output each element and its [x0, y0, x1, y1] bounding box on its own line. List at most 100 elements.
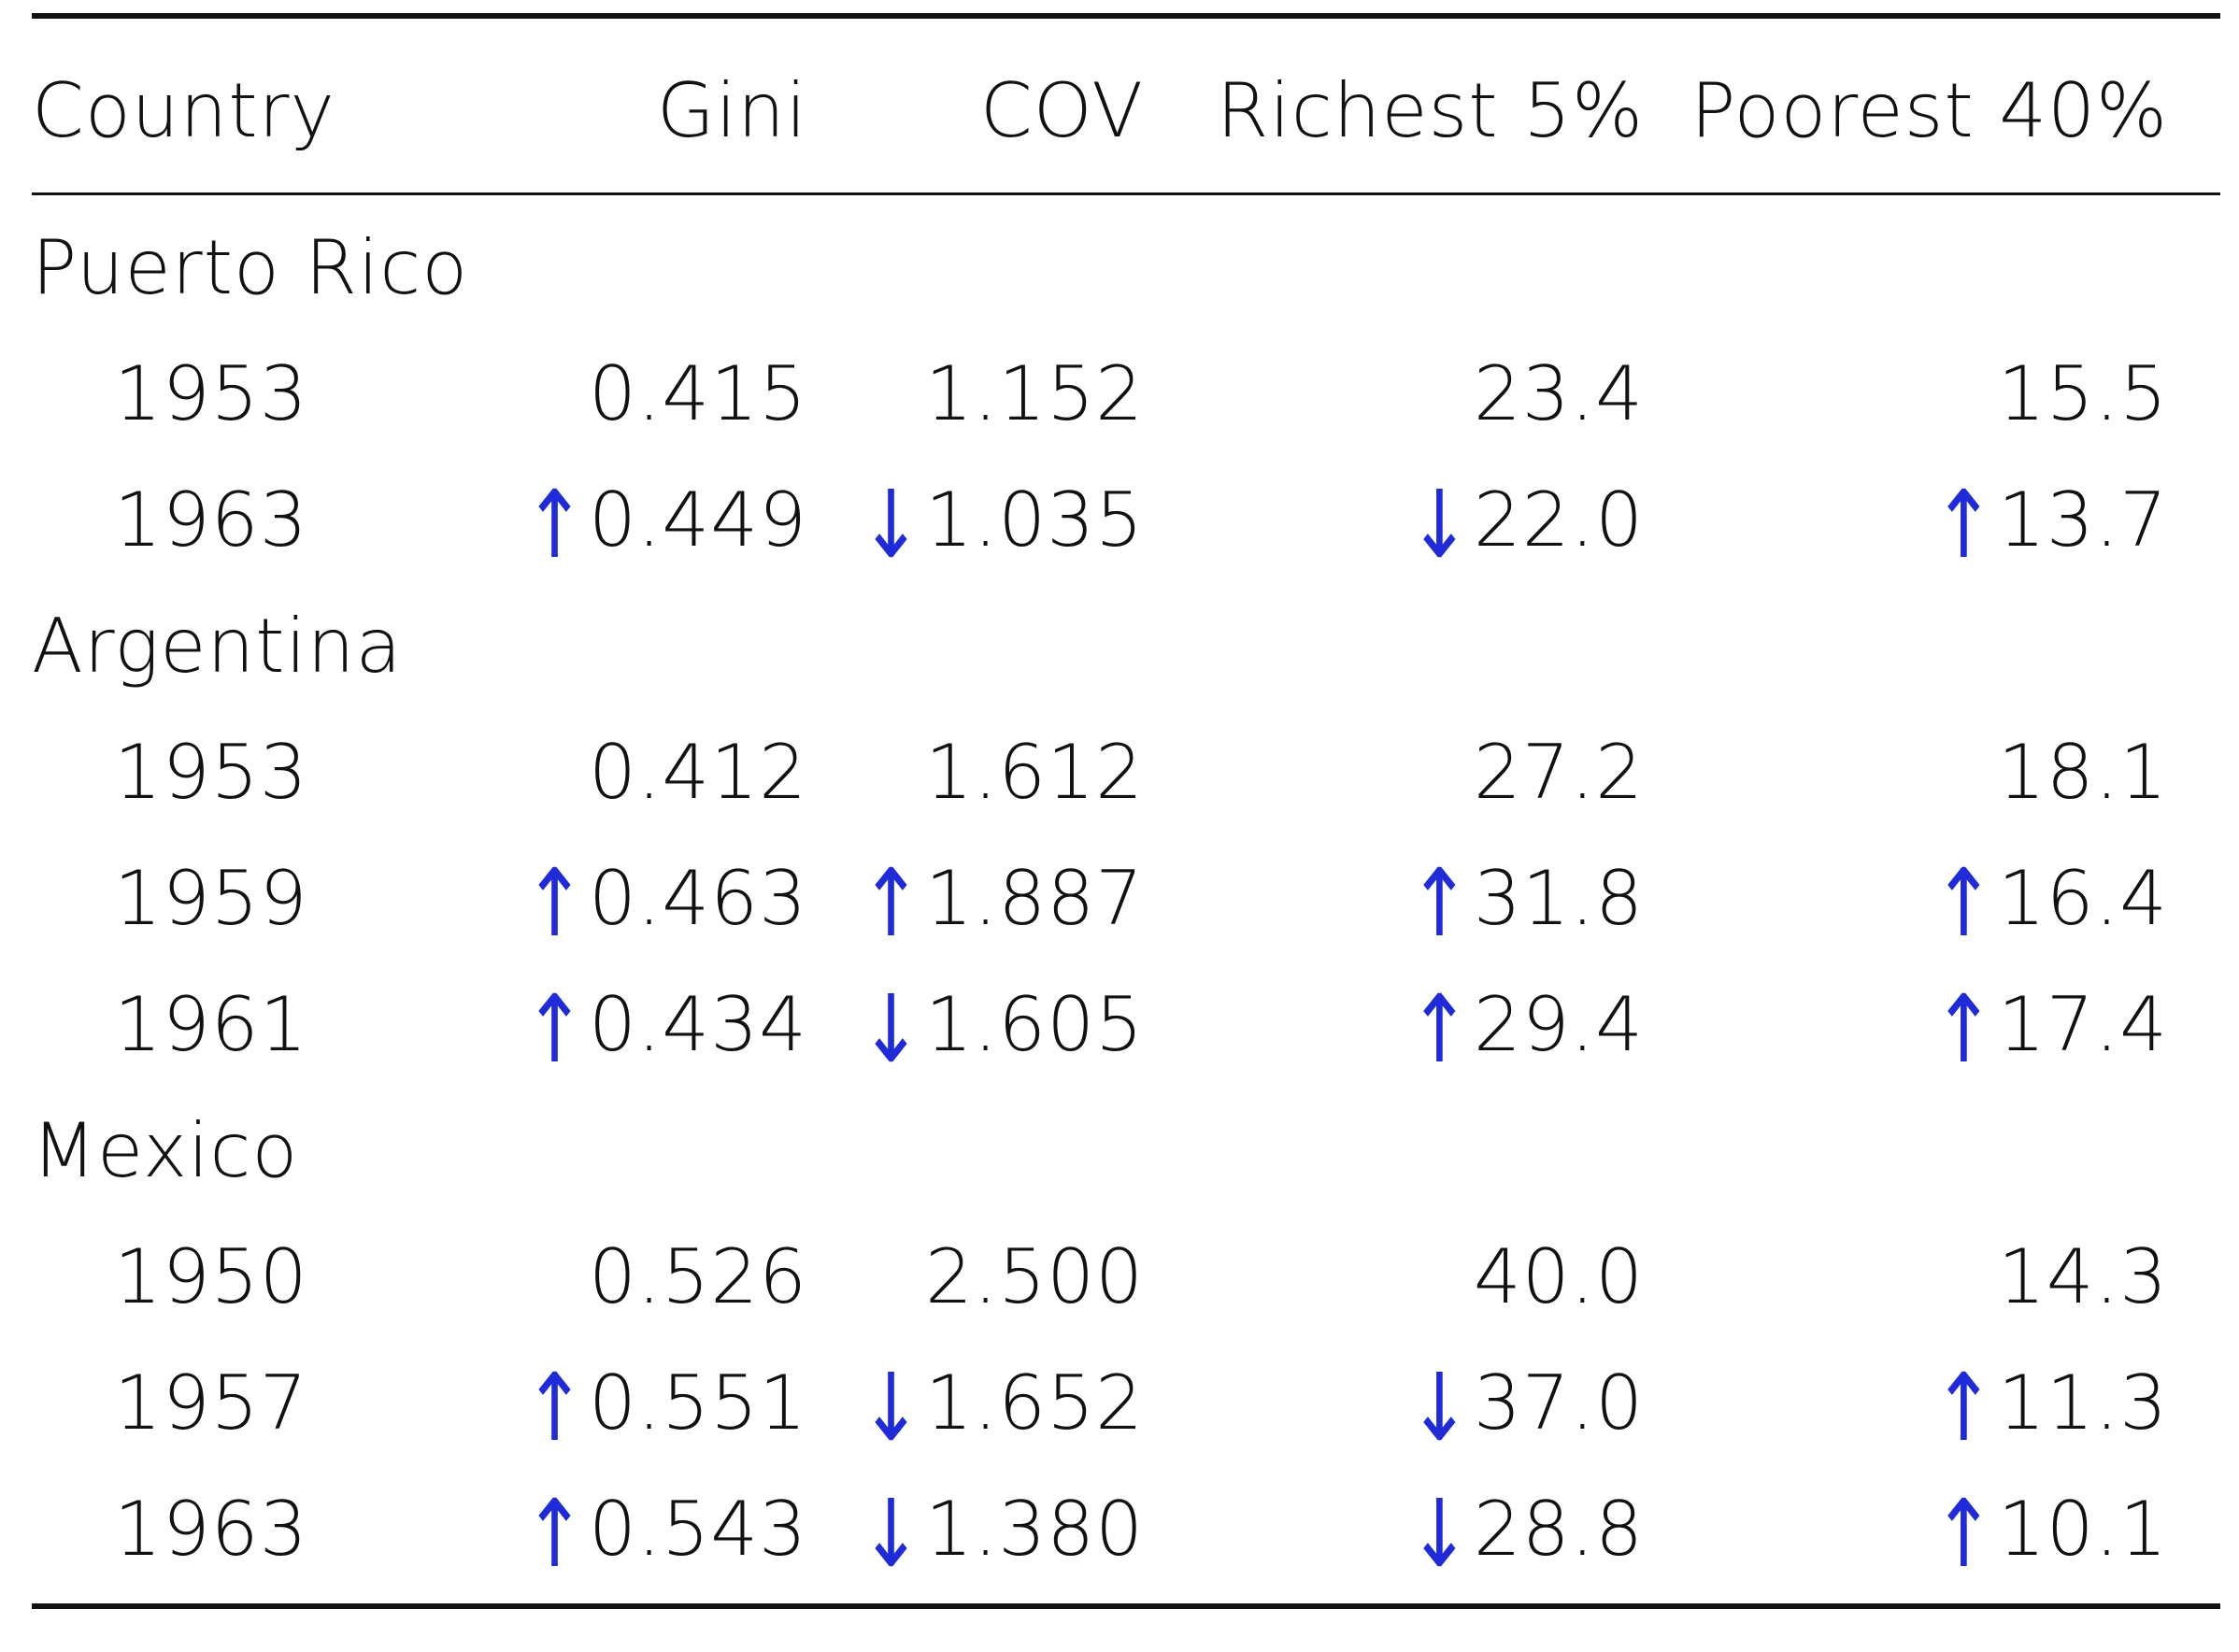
change-arrow-icon: ↑: [522, 1353, 587, 1462]
table-row: 1963 ↑0.449 ↓1.035 ↓22.0 ↑13.7: [32, 457, 2220, 583]
gini-cell: ↑0.551: [499, 1340, 807, 1466]
year-cell: 1959: [114, 855, 308, 942]
header-country: Country: [32, 66, 335, 154]
change-arrow-icon: ↓: [1407, 1479, 1472, 1588]
cell-value: 10.1: [1997, 1486, 2169, 1573]
year-cell: 1950: [114, 1233, 308, 1320]
cell-value: 1.605: [924, 981, 1144, 1068]
poorest-40-cell: 15.5: [1644, 331, 2220, 457]
table-row: 1953 0.415 1.152 23.4 15.5: [32, 331, 2220, 457]
change-arrow-icon: ↑: [522, 470, 587, 579]
poorest-40-cell: ↑11.3: [1644, 1340, 2220, 1466]
cell-value: 0.412: [588, 729, 807, 816]
cell-value: 1.652: [924, 1360, 1144, 1446]
cell-value: 1.887: [924, 855, 1144, 942]
cell-value: 0.415: [588, 350, 807, 437]
gini-cell: ↑0.449: [499, 457, 807, 583]
richest-5-cell: 40.0: [1144, 1214, 1644, 1340]
richest-5-cell: 23.4: [1144, 331, 1644, 457]
cell-value: 1.612: [924, 729, 1144, 816]
gini-cell: ↑0.543: [499, 1466, 807, 1592]
gini-cell: 0.526: [499, 1214, 807, 1340]
cell-value: 14.3: [1997, 1233, 2169, 1320]
change-arrow-icon: ↓: [859, 1353, 923, 1462]
change-arrow-icon: ↓: [1407, 470, 1472, 579]
table-row: 1957 ↑0.551 ↓1.652 ↓37.0 ↑11.3: [32, 1340, 2220, 1466]
gini-cell: 0.415: [499, 331, 807, 457]
cell-value: 15.5: [1997, 350, 2169, 437]
poorest-40-cell: ↑13.7: [1644, 457, 2220, 583]
bottom-rule: [32, 1603, 2220, 1609]
cell-value: 40.0: [1473, 1233, 1644, 1320]
year-cell: 1963: [114, 477, 308, 563]
table-row: 1950 0.526 2.500 40.0 14.3: [32, 1214, 2220, 1340]
cov-cell: ↓1.605: [807, 961, 1144, 1088]
poorest-40-cell: ↑16.4: [1644, 835, 2220, 961]
country-label: Mexico: [32, 1107, 299, 1194]
richest-5-cell: ↓28.8: [1144, 1466, 1644, 1592]
cell-value: 1.380: [924, 1486, 1144, 1573]
table-row: 1959 ↑0.463 ↑1.887 ↑31.8 ↑16.4: [32, 835, 2220, 961]
gini-cell: ↑0.463: [499, 835, 807, 961]
data-table-body: Puerto Rico 1953 0.415 1.152 23.4 15.5 1963 ↑0.…: [32, 205, 2220, 1592]
cov-cell: ↓1.380: [807, 1466, 1144, 1592]
poorest-40-cell: 14.3: [1644, 1214, 2220, 1340]
cell-value: 0.463: [588, 855, 807, 942]
richest-5-cell: ↓37.0: [1144, 1340, 1644, 1466]
country-label: Puerto Rico: [32, 224, 469, 311]
cov-cell: 1.612: [807, 709, 1144, 835]
cell-value: 0.543: [588, 1486, 807, 1573]
cell-value: 1.035: [924, 477, 1144, 563]
cell-value: 23.4: [1473, 350, 1644, 437]
year-cell: 1953: [114, 350, 308, 437]
gini-cell: ↑0.434: [499, 961, 807, 1088]
change-arrow-icon: ↑: [1932, 975, 1996, 1084]
cell-value: 13.7: [1997, 477, 2169, 563]
change-arrow-icon: ↑: [522, 848, 587, 958]
cell-value: 0.449: [588, 477, 807, 563]
table-row: 1963 ↑0.543 ↓1.380 ↓28.8 ↑10.1: [32, 1466, 2220, 1592]
group-row: Mexico: [32, 1088, 2220, 1214]
group-row: Argentina: [32, 583, 2220, 709]
header-gini: Gini: [656, 66, 807, 154]
richest-5-cell: 27.2: [1144, 709, 1644, 835]
poorest-40-cell: 18.1: [1644, 709, 2220, 835]
cell-value: 29.4: [1473, 981, 1644, 1068]
richest-5-cell: ↑31.8: [1144, 835, 1644, 961]
cell-value: 17.4: [1997, 981, 2169, 1068]
cov-cell: ↓1.035: [807, 457, 1144, 583]
cov-cell: ↓1.652: [807, 1340, 1144, 1466]
table-row: 1953 0.412 1.612 27.2 18.1: [32, 709, 2220, 835]
header-rule: [32, 192, 2220, 195]
cell-value: 0.526: [588, 1233, 807, 1320]
cell-value: 31.8: [1473, 855, 1644, 942]
cell-value: 18.1: [1997, 729, 2169, 816]
cell-value: 16.4: [1997, 855, 2169, 942]
change-arrow-icon: ↓: [859, 975, 923, 1084]
cov-cell: 2.500: [807, 1214, 1144, 1340]
header-richest-5: Richest 5%: [1216, 66, 1644, 154]
richest-5-cell: ↑29.4: [1144, 961, 1644, 1088]
change-arrow-icon: ↓: [859, 1479, 923, 1588]
year-cell: 1953: [114, 729, 308, 816]
change-arrow-icon: ↑: [522, 975, 587, 1084]
change-arrow-icon: ↑: [1932, 470, 1996, 579]
cell-value: 2.500: [924, 1233, 1144, 1320]
gini-cell: 0.412: [499, 709, 807, 835]
cell-value: 11.3: [1997, 1360, 2169, 1446]
country-label: Argentina: [32, 603, 403, 690]
table-row: 1961 ↑0.434 ↓1.605 ↑29.4 ↑17.4: [32, 961, 2220, 1088]
change-arrow-icon: ↑: [1932, 1353, 1996, 1462]
change-arrow-icon: ↑: [1932, 848, 1996, 958]
header-row: Country Gini COV Richest 5% Poorest 40%: [32, 19, 2220, 192]
header-cov: COV: [979, 66, 1144, 154]
data-table: Country Gini COV Richest 5% Poorest 40%: [32, 19, 2220, 192]
inequality-table: Country Gini COV Richest 5% Poorest 40% …: [32, 13, 2220, 1609]
poorest-40-cell: ↑17.4: [1644, 961, 2220, 1088]
change-arrow-icon: ↓: [1407, 1353, 1472, 1462]
cell-value: 0.434: [588, 981, 807, 1068]
change-arrow-icon: ↓: [859, 470, 923, 579]
header-poorest-40: Poorest 40%: [1690, 66, 2168, 154]
cov-cell: ↑1.887: [807, 835, 1144, 961]
year-cell: 1961: [114, 981, 308, 1068]
